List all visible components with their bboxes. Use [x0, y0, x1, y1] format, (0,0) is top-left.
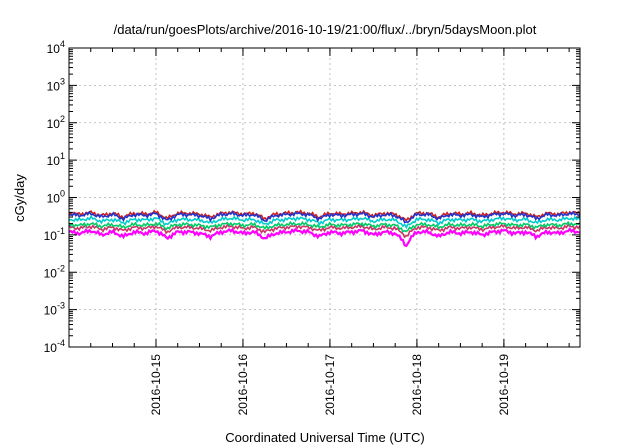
y-tick-label: 10-3	[44, 301, 65, 318]
series-line	[68, 223, 581, 239]
y-axis: 10-4 10-3 10-2 10-1 100 101 102 103 104	[44, 39, 580, 355]
y-tick-label: 10-2	[44, 263, 65, 280]
series-line	[68, 220, 581, 233]
x-tick-label: 2016-10-17	[323, 354, 337, 416]
y-tick-label: 10-4	[44, 338, 65, 355]
x-tick-label: 2016-10-18	[410, 354, 424, 416]
x-axis: 2016-10-15 2016-10-16 2016-10-17 2016-10-18…	[68, 48, 570, 416]
y-axis-label: cGy/day	[12, 174, 27, 222]
series-line	[68, 209, 581, 222]
chart-title: /data/run/goesPlots/archive/2016-10-19/2…	[114, 22, 537, 37]
y-tick-label: 102	[47, 114, 65, 131]
y-tick-label: 10-1	[44, 226, 65, 243]
y-tick-label: 104	[47, 39, 65, 56]
x-tick-label: 2016-10-15	[149, 354, 163, 416]
y-tick-label: 100	[47, 189, 65, 206]
grid-lines	[69, 48, 580, 347]
y-tick-label: 101	[47, 151, 65, 168]
y-tick-label: 103	[47, 76, 65, 93]
series-group	[68, 209, 581, 248]
x-tick-label: 2016-10-19	[497, 354, 511, 416]
x-tick-label: 2016-10-16	[236, 354, 250, 416]
x-axis-label: Coordinated Universal Time (UTC)	[225, 430, 424, 445]
series-line	[68, 214, 581, 230]
series-line	[68, 210, 581, 224]
series-line	[68, 227, 581, 248]
